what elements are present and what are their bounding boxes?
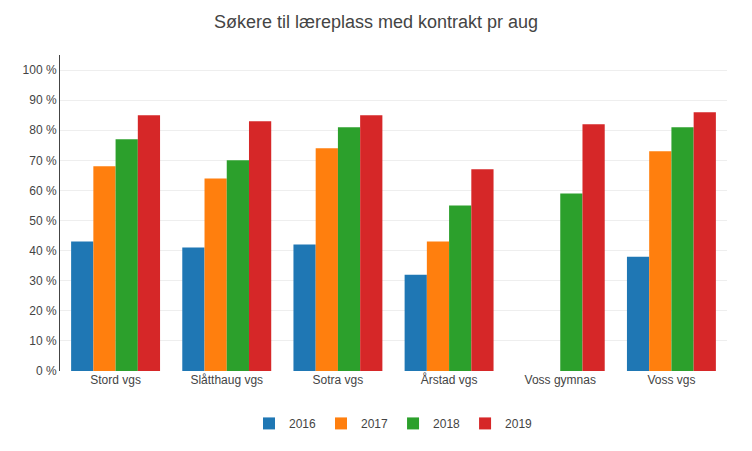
svg-text:2017: 2017 — [361, 417, 388, 431]
svg-text:2018: 2018 — [433, 417, 460, 431]
svg-text:70 %: 70 % — [29, 154, 57, 168]
svg-text:100 %: 100 % — [23, 63, 57, 77]
svg-text:Stord vgs: Stord vgs — [90, 373, 141, 387]
svg-text:0 %: 0 % — [36, 364, 57, 378]
svg-text:Søkere til læreplass med kontr: Søkere til læreplass med kontrakt pr aug — [214, 12, 538, 32]
svg-text:Årstad vgs: Årstad vgs — [421, 372, 478, 387]
svg-text:60 %: 60 % — [29, 184, 57, 198]
svg-text:2016: 2016 — [289, 417, 316, 431]
svg-text:30 %: 30 % — [29, 274, 57, 288]
svg-text:80 %: 80 % — [29, 123, 57, 137]
svg-text:2019: 2019 — [505, 417, 532, 431]
svg-text:Voss gymnas: Voss gymnas — [525, 373, 596, 387]
svg-text:50 %: 50 % — [29, 214, 57, 228]
svg-text:Slåtthaug vgs: Slåtthaug vgs — [190, 373, 263, 387]
svg-text:90 %: 90 % — [29, 93, 57, 107]
svg-text:10 %: 10 % — [29, 334, 57, 348]
svg-text:Sotra vgs: Sotra vgs — [313, 373, 364, 387]
svg-text:20 %: 20 % — [29, 304, 57, 318]
svg-text:40 %: 40 % — [29, 244, 57, 258]
svg-text:Voss vgs: Voss vgs — [647, 373, 695, 387]
